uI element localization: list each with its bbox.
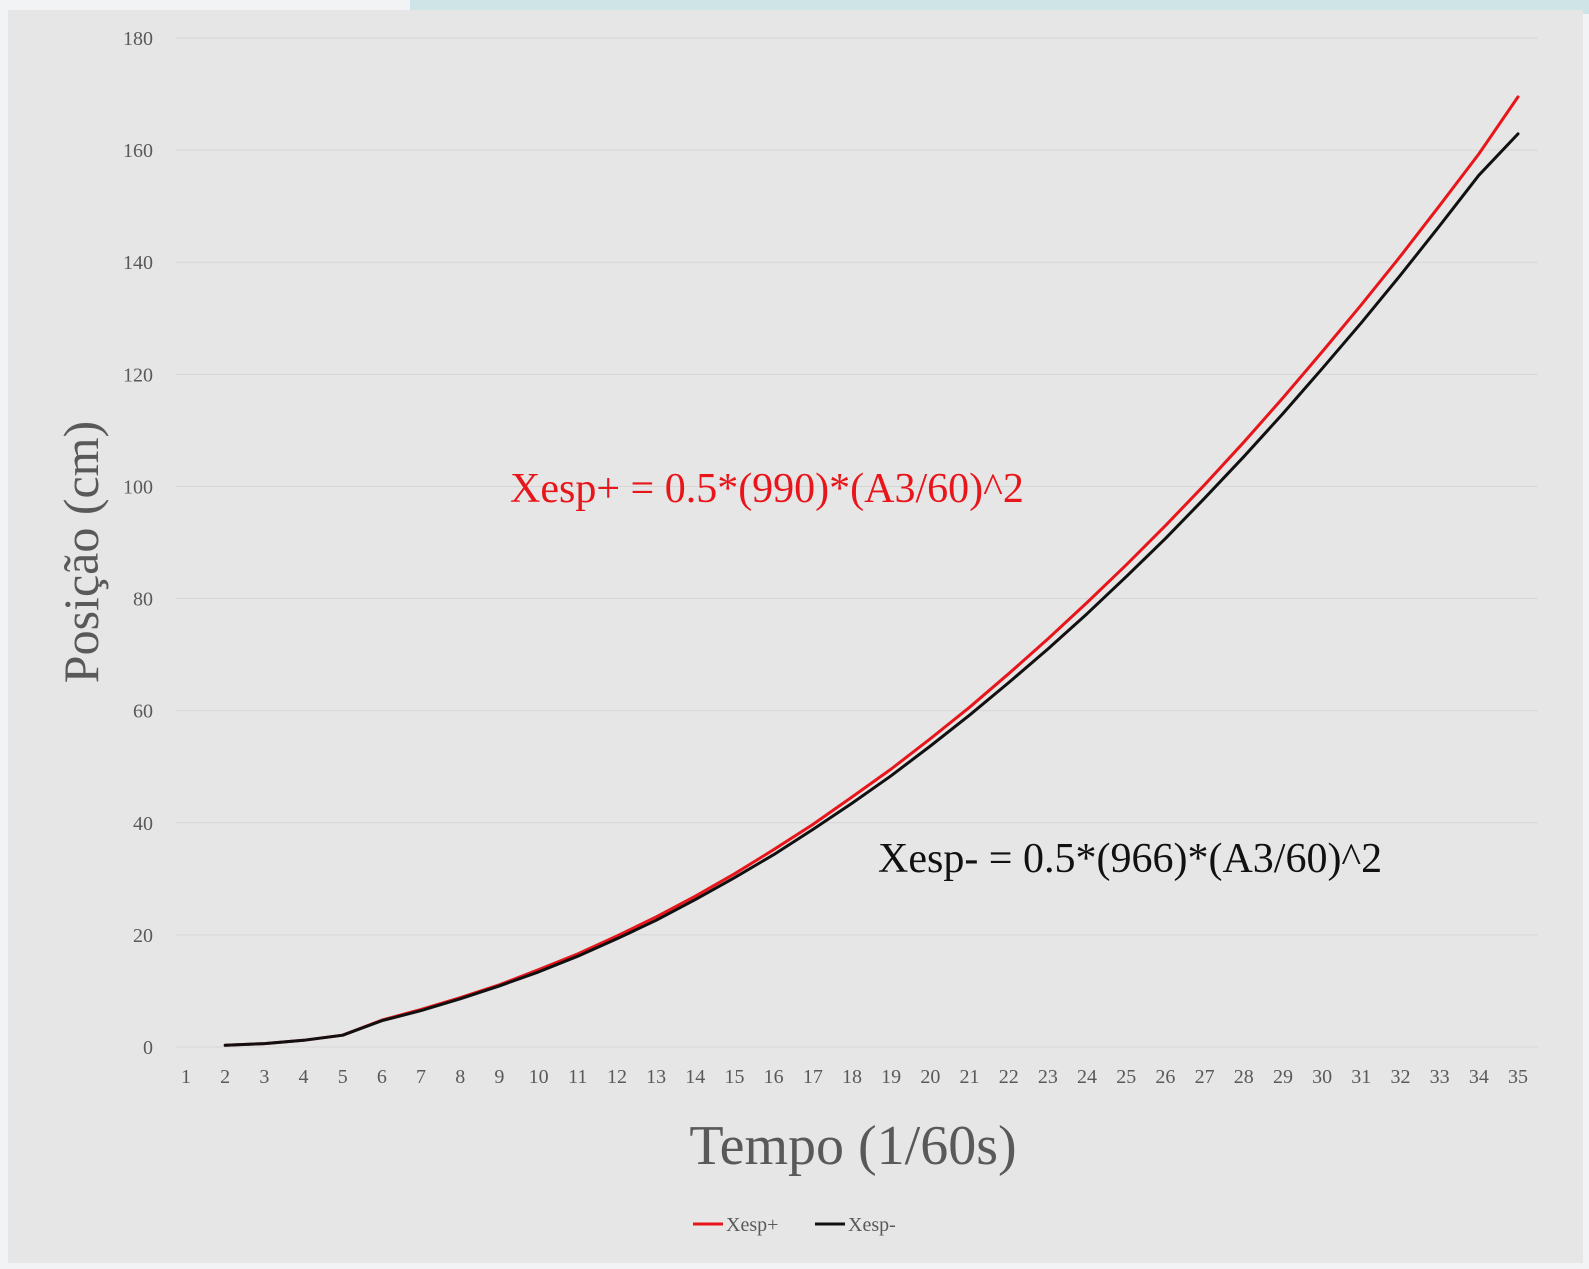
series-lines bbox=[223, 95, 1520, 1047]
x-tick-label: 28 bbox=[1234, 1066, 1254, 1088]
x-tick-label: 5 bbox=[338, 1066, 348, 1088]
x-tick-label: 1 bbox=[181, 1066, 191, 1088]
x-tick-label: 11 bbox=[568, 1066, 587, 1088]
x-tick-label: 20 bbox=[920, 1066, 940, 1088]
x-tick-label: 10 bbox=[529, 1066, 549, 1088]
y-tick-label: 0 bbox=[143, 1037, 153, 1059]
x-tick-label: 6 bbox=[377, 1066, 387, 1088]
y-tick-label: 60 bbox=[133, 701, 153, 723]
y-tick-label: 40 bbox=[133, 813, 153, 835]
x-tick-label: 16 bbox=[764, 1066, 784, 1088]
y-axis-ticks: 0 20 40 60 80 100 120 140 160 180 bbox=[123, 28, 153, 1059]
annotation-xesp-plus: Xesp+ = 0.5*(990)*(A3/60)^2 bbox=[510, 466, 1024, 512]
x-tick-label: 14 bbox=[685, 1066, 705, 1088]
x-axis-title: Tempo (1/60s) bbox=[689, 1115, 1016, 1177]
x-tick-label: 33 bbox=[1430, 1066, 1450, 1088]
x-tick-label: 21 bbox=[960, 1066, 980, 1088]
x-tick-label: 15 bbox=[724, 1066, 744, 1088]
x-tick-label: 12 bbox=[607, 1066, 627, 1088]
x-tick-label: 24 bbox=[1077, 1066, 1097, 1088]
y-tick-label: 20 bbox=[133, 925, 153, 947]
annotation-xesp-minus: Xesp- = 0.5*(966)*(A3/60)^2 bbox=[878, 836, 1382, 882]
legend-label-xesp-minus: Xesp- bbox=[848, 1214, 896, 1236]
x-axis-ticks: 1 2 3 4 5 6 7 8 9 10 11 12 13 14 15 16 17 18 19 20 21 22 23 24 2… bbox=[181, 1066, 1528, 1088]
y-tick-label: 160 bbox=[123, 140, 153, 162]
x-tick-label: 31 bbox=[1351, 1066, 1371, 1088]
series-line-xesp-minus bbox=[223, 132, 1520, 1047]
x-tick-label: 2 bbox=[220, 1066, 230, 1088]
y-tick-label: 100 bbox=[123, 476, 153, 498]
x-tick-label: 29 bbox=[1273, 1066, 1293, 1088]
x-tick-label: 8 bbox=[455, 1066, 465, 1088]
gridlines bbox=[176, 37, 1538, 1048]
y-tick-label: 120 bbox=[123, 364, 153, 386]
x-tick-label: 32 bbox=[1390, 1066, 1410, 1088]
legend: Xesp+ Xesp- bbox=[693, 1214, 896, 1236]
x-tick-label: 34 bbox=[1469, 1066, 1489, 1088]
x-tick-label: 26 bbox=[1155, 1066, 1175, 1088]
x-tick-label: 9 bbox=[494, 1066, 504, 1088]
x-tick-label: 30 bbox=[1312, 1066, 1332, 1088]
x-tick-label: 19 bbox=[881, 1066, 901, 1088]
x-tick-label: 27 bbox=[1195, 1066, 1215, 1088]
x-tick-label: 4 bbox=[299, 1066, 309, 1088]
legend-label-xesp-plus: Xesp+ bbox=[726, 1214, 778, 1236]
x-tick-label: 18 bbox=[842, 1066, 862, 1088]
x-tick-label: 3 bbox=[259, 1066, 269, 1088]
x-tick-label: 13 bbox=[646, 1066, 666, 1088]
y-axis-title: Posição (cm) bbox=[53, 421, 109, 683]
x-tick-label: 35 bbox=[1508, 1066, 1528, 1088]
x-tick-label: 7 bbox=[416, 1066, 426, 1088]
series-line-xesp-plus bbox=[223, 95, 1520, 1047]
x-tick-label: 22 bbox=[999, 1066, 1019, 1088]
y-tick-label: 140 bbox=[123, 252, 153, 274]
chart-area: 0 20 40 60 80 100 120 140 160 180 1 2 3 4 5 6 7 8 9 10 11 12… bbox=[8, 10, 1583, 1263]
x-tick-label: 23 bbox=[1038, 1066, 1058, 1088]
x-tick-label: 25 bbox=[1116, 1066, 1136, 1088]
y-tick-label: 180 bbox=[123, 28, 153, 50]
y-tick-label: 80 bbox=[133, 589, 153, 611]
x-tick-label: 17 bbox=[803, 1066, 823, 1088]
